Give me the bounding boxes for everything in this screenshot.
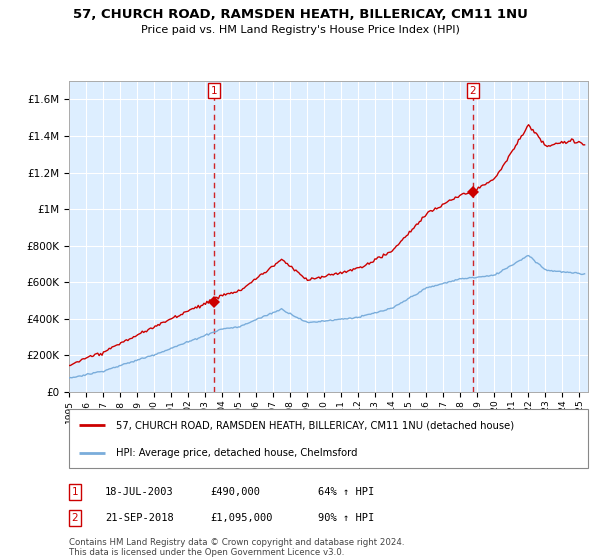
Text: 2: 2 — [469, 86, 476, 96]
Text: 18-JUL-2003: 18-JUL-2003 — [105, 487, 174, 497]
Text: 21-SEP-2018: 21-SEP-2018 — [105, 513, 174, 523]
Text: Contains HM Land Registry data © Crown copyright and database right 2024.
This d: Contains HM Land Registry data © Crown c… — [69, 538, 404, 557]
Text: 2: 2 — [71, 513, 79, 523]
Text: 90% ↑ HPI: 90% ↑ HPI — [318, 513, 374, 523]
Text: 1: 1 — [71, 487, 79, 497]
Text: 57, CHURCH ROAD, RAMSDEN HEATH, BILLERICAY, CM11 1NU: 57, CHURCH ROAD, RAMSDEN HEATH, BILLERIC… — [73, 8, 527, 21]
Text: 1: 1 — [211, 86, 218, 96]
Text: £1,095,000: £1,095,000 — [210, 513, 272, 523]
Text: £490,000: £490,000 — [210, 487, 260, 497]
Text: 57, CHURCH ROAD, RAMSDEN HEATH, BILLERICAY, CM11 1NU (detached house): 57, CHURCH ROAD, RAMSDEN HEATH, BILLERIC… — [116, 420, 514, 430]
Text: HPI: Average price, detached house, Chelmsford: HPI: Average price, detached house, Chel… — [116, 448, 357, 458]
Text: Price paid vs. HM Land Registry's House Price Index (HPI): Price paid vs. HM Land Registry's House … — [140, 25, 460, 35]
Text: 64% ↑ HPI: 64% ↑ HPI — [318, 487, 374, 497]
